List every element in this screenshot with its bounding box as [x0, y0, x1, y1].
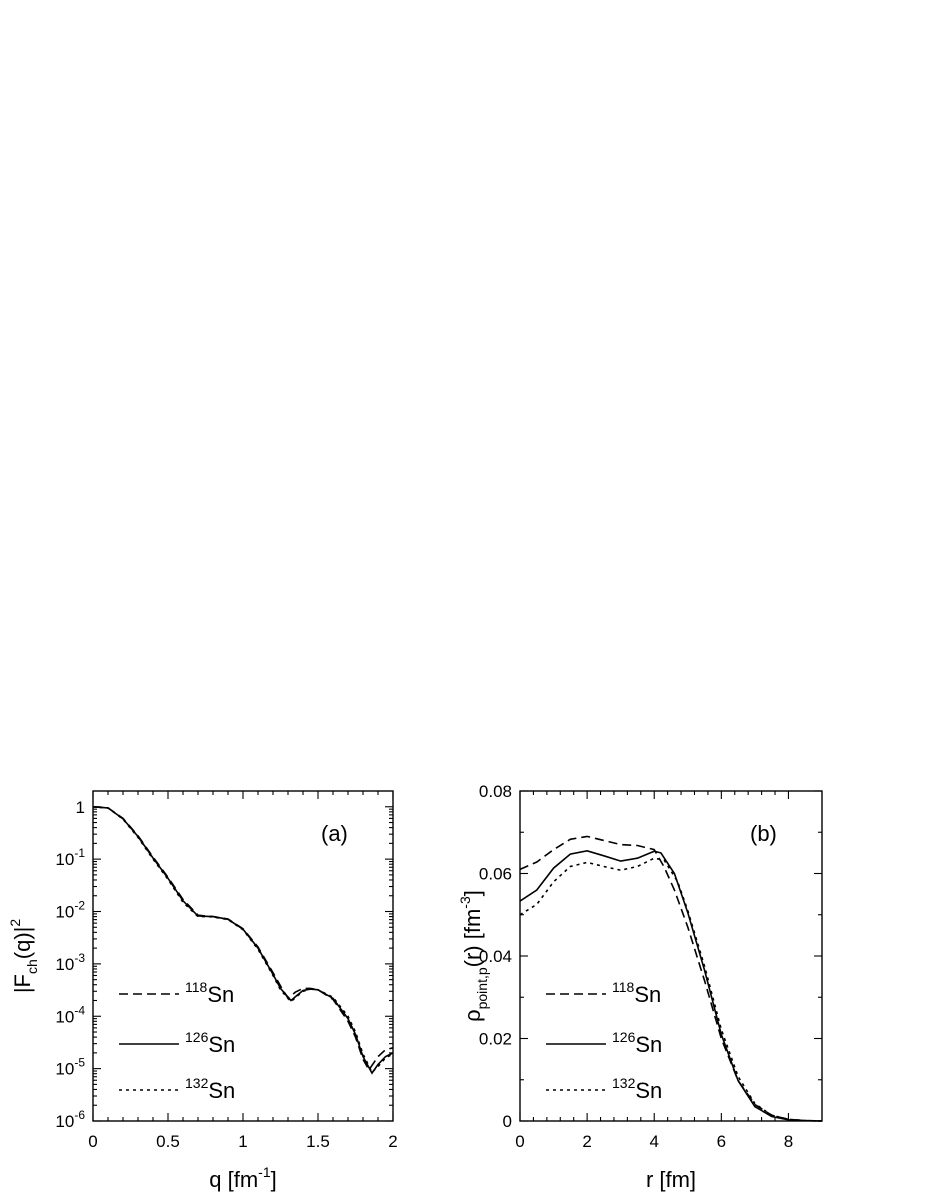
y-axis-label: ρpoint,p(r) [fm-3] [457, 890, 490, 1022]
series-line-118-sn [519, 835, 823, 1122]
series-line-126-sn [92, 806, 394, 1075]
plot-frame [92, 790, 394, 1122]
y-tick-label: 0 [503, 1112, 512, 1131]
y-tick-label: 10-2 [55, 899, 85, 922]
y-tick-label: 10-1 [55, 846, 85, 869]
chart-panel-b: 0 2 4 6 8 0 0.02 0.04 0.06 0.08 118Sn 126Sn 132Sn (b)… [457, 782, 823, 1192]
x-tick-label: 1.5 [306, 1132, 330, 1151]
legend-label-118-sn: 118Sn [185, 979, 234, 1007]
x-tick-label: 2 [388, 1132, 397, 1151]
x-axis-label: r [fm] [646, 1167, 696, 1192]
x-tick-label: 2 [582, 1132, 591, 1151]
y-tick-label: 0.04 [479, 947, 512, 966]
y-tick-label: 0.02 [479, 1030, 512, 1049]
y-tick-label: 10-6 [55, 1108, 85, 1131]
x-tick-label: 0 [88, 1132, 97, 1151]
series-line-118-sn [92, 806, 394, 1072]
x-tick-label: 1 [238, 1132, 247, 1151]
y-tick-label: 1 [76, 798, 85, 817]
x-tick-label: 6 [717, 1132, 726, 1151]
legend-label-118-sn: 118Sn [612, 979, 661, 1007]
y-tick-label: 10-3 [55, 951, 85, 974]
legend-label-126-sn: 126Sn [612, 1029, 662, 1057]
series-line-126-sn [519, 849, 823, 1122]
y-tick-label: 0.06 [479, 865, 512, 884]
series-line-132-sn [92, 806, 394, 1074]
panel-label: (a) [321, 821, 348, 846]
x-axis-label: q [fm-1] [209, 1164, 276, 1192]
series-line-132-sn [519, 857, 823, 1122]
panel-label: (b) [750, 821, 777, 846]
y-tick-label: 0.08 [479, 782, 512, 801]
y-axis-label: |Fch(q)|2 [7, 919, 40, 994]
legend-label-126-sn: 126Sn [185, 1029, 235, 1057]
y-tick-label: 10-5 [55, 1056, 85, 1079]
chart-panel-a: 0 0.5 1 1.5 2 10-6 10-5 10-4 10-3 10-2 10-1 1 118Sn 1… [7, 790, 398, 1192]
x-tick-label: 0.5 [156, 1132, 180, 1151]
y-tick-label: 10-4 [55, 1003, 85, 1026]
x-tick-label: 0 [515, 1132, 524, 1151]
x-tick-label: 8 [784, 1132, 793, 1151]
x-tick-label: 4 [649, 1132, 658, 1151]
legend-label-132-sn: 132Sn [612, 1075, 662, 1103]
legend-label-132-sn: 132Sn [185, 1075, 235, 1103]
